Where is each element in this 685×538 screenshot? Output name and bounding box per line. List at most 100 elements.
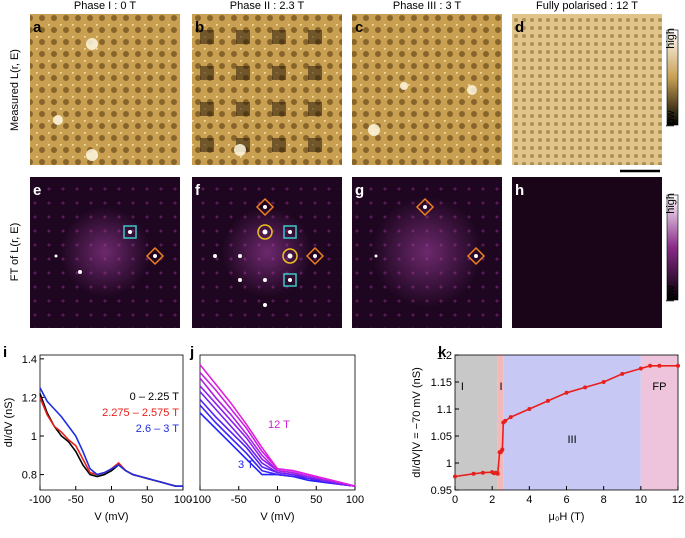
x-tick-label: -100 bbox=[29, 494, 51, 506]
y-tick-label: 0.95 bbox=[431, 485, 452, 497]
stm-image bbox=[30, 14, 180, 165]
chart-i: i -100 -50 0 50 100 0.8 1 1.2 1.4 V (mV) dI/dV (nS)… bbox=[3, 344, 192, 523]
y-tick-label: 1.2 bbox=[22, 392, 37, 404]
data-point bbox=[500, 447, 505, 452]
x-tick-label: 10 bbox=[635, 494, 647, 506]
region-label: FP bbox=[652, 381, 666, 393]
region bbox=[455, 355, 498, 490]
data-point bbox=[620, 371, 625, 376]
y-tick-label: 0.8 bbox=[22, 470, 37, 482]
panel-letter: c bbox=[355, 19, 363, 36]
colorbar-low: low bbox=[665, 110, 677, 127]
x-tick-label: -50 bbox=[231, 494, 247, 506]
region-label: III bbox=[567, 434, 576, 446]
chart-j: j -100 -50 0 50 100 V (mV) 12 T 3 T bbox=[189, 344, 364, 523]
data-line bbox=[199, 404, 356, 487]
data-point bbox=[638, 366, 643, 371]
image-panels bbox=[30, 14, 679, 328]
stm-image bbox=[512, 14, 662, 165]
y-tick-label: 1.1 bbox=[437, 404, 452, 416]
panel-letter: d bbox=[515, 19, 524, 36]
y-tick-label: 1.15 bbox=[431, 377, 452, 389]
y-tick-label: 1.05 bbox=[431, 431, 452, 443]
x-tick-label: 100 bbox=[174, 494, 192, 506]
data-point bbox=[471, 471, 476, 476]
data-point bbox=[527, 407, 532, 411]
row-label: Measured L(r, E) bbox=[9, 49, 21, 131]
legend-entry: 0 – 2.25 T bbox=[130, 391, 180, 403]
panel-letter: f bbox=[195, 182, 201, 199]
ft-image bbox=[512, 177, 662, 328]
data-point bbox=[676, 363, 680, 368]
data-line bbox=[39, 387, 183, 487]
panel-letter: e bbox=[33, 182, 41, 199]
bragg-peaks bbox=[54, 205, 478, 307]
x-axis-label: V (mV) bbox=[260, 511, 294, 523]
column-title: Phase II : 2.3 T bbox=[230, 0, 305, 12]
x-tick-label: 6 bbox=[563, 494, 569, 506]
data-point bbox=[601, 380, 606, 384]
data-line bbox=[199, 364, 356, 487]
data-point bbox=[503, 418, 508, 423]
x-tick-label: 2 bbox=[489, 494, 495, 506]
panel-letter: g bbox=[355, 182, 364, 199]
bright-spots bbox=[53, 38, 477, 161]
x-tick-label: -100 bbox=[189, 494, 211, 506]
column-title: Fully polarised : 12 T bbox=[536, 0, 638, 12]
stm-image bbox=[352, 14, 502, 165]
x-tick-label: 0 bbox=[108, 494, 114, 506]
region bbox=[640, 355, 678, 490]
data-point bbox=[495, 471, 500, 476]
x-tick-label: 4 bbox=[526, 494, 532, 506]
data-point bbox=[648, 363, 653, 368]
x-tick-label: 50 bbox=[141, 494, 153, 506]
legend-entry: 2.6 – 3 T bbox=[136, 423, 179, 435]
y-axis-label: dI/dV|V = −70 mV (nS) bbox=[411, 367, 423, 477]
panel-letter: k bbox=[438, 344, 447, 361]
x-tick-label: 50 bbox=[310, 494, 322, 506]
x-tick-label: 0 bbox=[452, 494, 458, 506]
data-point bbox=[508, 415, 513, 420]
region bbox=[497, 355, 504, 490]
data-point bbox=[545, 398, 550, 403]
legend-entry: 2.275 – 2.575 T bbox=[102, 407, 179, 419]
y-tick-label: 1.2 bbox=[437, 350, 452, 362]
x-axis-label: V (mV) bbox=[94, 511, 128, 523]
annotation: 12 T bbox=[268, 419, 290, 431]
data-point bbox=[657, 363, 662, 368]
y-axis-label: dI/dV (nS) bbox=[3, 398, 15, 448]
data-point bbox=[583, 385, 588, 390]
peak-markers bbox=[123, 197, 486, 287]
panel-letter: j bbox=[189, 344, 194, 361]
dark-patches bbox=[200, 30, 322, 152]
colorbar-high: high bbox=[665, 28, 677, 49]
data-point bbox=[564, 390, 569, 395]
x-tick-label: 12 bbox=[672, 494, 684, 506]
panel-letter: h bbox=[515, 182, 524, 199]
colorbar-low: low bbox=[665, 285, 677, 302]
region bbox=[503, 355, 641, 490]
y-tick-label: 1 bbox=[31, 431, 37, 443]
column-title: Phase I : 0 T bbox=[74, 0, 136, 12]
x-tick-label: 100 bbox=[346, 494, 364, 506]
panel-letter: b bbox=[195, 19, 204, 36]
region-label: I bbox=[461, 381, 464, 393]
x-tick-label: 8 bbox=[601, 494, 607, 506]
data-point bbox=[453, 474, 457, 479]
region-label: II bbox=[499, 381, 505, 393]
colorbar-high: high bbox=[665, 193, 677, 214]
panel-letter: a bbox=[33, 19, 42, 36]
column-title: Phase III : 3 T bbox=[393, 0, 462, 12]
x-tick-label: 0 bbox=[274, 494, 280, 506]
y-tick-label: 1 bbox=[446, 458, 452, 470]
y-tick-label: 1.4 bbox=[22, 354, 37, 366]
colorbar bbox=[666, 29, 679, 126]
row-label: FT of L(r, E) bbox=[9, 223, 21, 281]
colorbar bbox=[666, 194, 679, 301]
annotation: 3 T bbox=[238, 459, 254, 471]
x-tick-label: -50 bbox=[68, 494, 84, 506]
panel-letter: i bbox=[3, 344, 7, 361]
x-axis-label: μ₀H (T) bbox=[549, 511, 585, 523]
